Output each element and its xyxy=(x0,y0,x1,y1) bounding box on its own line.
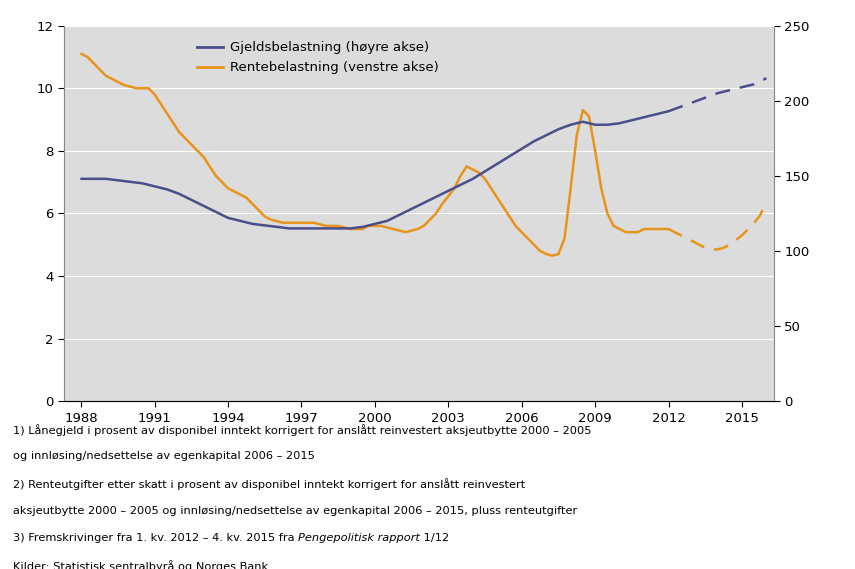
Text: aksjeutbytte 2000 – 2005 og innløsing/nedsettelse av egenkapital 2006 – 2015, pl: aksjeutbytte 2000 – 2005 og innløsing/ne… xyxy=(13,506,577,516)
Text: og innløsing/nedsettelse av egenkapital 2006 – 2015: og innløsing/nedsettelse av egenkapital … xyxy=(13,451,315,461)
Text: 3) Fremskrivinger fra 1. kv. 2012 – 4. kv. 2015 fra: 3) Fremskrivinger fra 1. kv. 2012 – 4. k… xyxy=(13,533,298,543)
Text: Kilder: Statistisk sentralbyrå og Norges Bank: Kilder: Statistisk sentralbyrå og Norges… xyxy=(13,560,268,569)
Text: Pengepolitisk rapport: Pengepolitisk rapport xyxy=(298,533,420,543)
Text: 1/12: 1/12 xyxy=(420,533,449,543)
Legend: Gjeldsbelastning (høyre akse), Rentebelastning (venstre akse): Gjeldsbelastning (høyre akse), Rentebela… xyxy=(192,36,444,80)
Text: 2) Renteutgifter etter skatt i prosent av disponibel inntekt korrigert for anslå: 2) Renteutgifter etter skatt i prosent a… xyxy=(13,479,525,490)
Text: 1) Lånegjeld i prosent av disponibel inntekt korrigert for anslått reinvestert a: 1) Lånegjeld i prosent av disponibel inn… xyxy=(13,424,592,436)
